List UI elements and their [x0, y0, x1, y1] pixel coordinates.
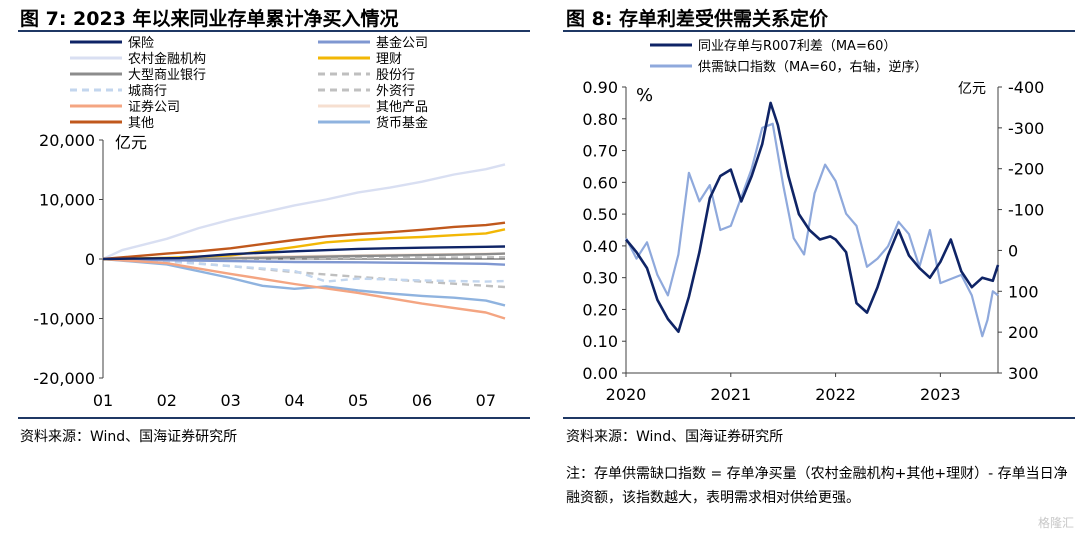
legend-label-other_products: 其他产品	[376, 100, 428, 115]
left-figure-title: 图 7: 2023 年以来同业存单累计净买入情况	[20, 8, 399, 30]
right-unit-label: 亿元	[958, 81, 986, 97]
y-tick-label: 10,000	[39, 191, 95, 210]
series-line-fund	[102, 257, 506, 266]
x-tick-label: 2021	[710, 385, 751, 404]
left-y-tick-label: 0.80	[582, 110, 618, 129]
legend-label-spread: 同业存单与R007利差（MA=60）	[698, 39, 896, 54]
right-y-tick-label: 0	[1008, 241, 1018, 260]
left-y-tick-label: 0.40	[582, 237, 618, 256]
right-chart-note: 注：存单供需缺口指数 = 存单净买量（农村金融机构+其他+理财）- 存单当日净融…	[566, 466, 1068, 506]
legend-label-money_fund: 货币基金	[376, 115, 428, 131]
right-y-tick-label: -400	[1008, 78, 1044, 97]
right-y-tick-label: 300	[1008, 364, 1039, 383]
series-line-gap	[625, 122, 999, 338]
legend-label-wealth: 理财	[376, 52, 402, 67]
x-tick-label: 03	[220, 391, 240, 410]
legend-label-fund: 基金公司	[376, 35, 428, 51]
left-y-tick-label: 0.10	[582, 332, 618, 351]
right-y-tick-label: 200	[1008, 323, 1039, 342]
right-y-tick-label: 100	[1008, 282, 1039, 301]
left-y-tick-label: 0.30	[582, 269, 618, 288]
x-tick-label: 05	[348, 391, 368, 410]
right-title-rule	[563, 30, 1075, 32]
legend-label-joint_stock: 股份行	[376, 68, 415, 83]
left-y-tick-label: 0.50	[582, 205, 618, 224]
left-title-rule	[18, 30, 530, 32]
right-source-rule	[563, 417, 1075, 419]
right-y-tick-label: -100	[1008, 201, 1044, 220]
left-source-rule	[18, 417, 530, 419]
series-line-money_fund	[102, 257, 506, 307]
x-tick-label: 01	[93, 391, 113, 410]
legend-label-insurance: 保险	[128, 36, 154, 51]
y-tick-label: 20,000	[39, 131, 95, 150]
legend-label-gap: 供需缺口指数（MA=60，右轴，逆序）	[698, 59, 928, 75]
right-y-tick-label: -300	[1008, 119, 1044, 138]
series-line-insurance	[102, 245, 506, 261]
series-line-securities	[102, 257, 506, 320]
y-tick-label: -10,000	[33, 310, 95, 329]
left-y-tick-label: 0.60	[582, 173, 618, 192]
x-tick-label: 2023	[920, 385, 961, 404]
watermark-text: 格隆汇	[1037, 516, 1074, 530]
y-tick-label: -20,000	[33, 369, 95, 388]
left-cumulative-net-purchase-chart: 20,000 10,000 0 -10,000 -20,000 亿元 01 02 03 04 05 0…	[33, 35, 506, 410]
legend-label-foreign: 外资行	[376, 84, 415, 99]
right-figure-title: 图 8: 存单利差受供需关系定价	[566, 8, 829, 30]
left-source-text: 资料来源：Wind、国海证券研究所	[20, 429, 238, 445]
left-y-tick-label: 0.90	[582, 78, 618, 97]
legend-label-large_bank: 大型商业银行	[128, 68, 206, 83]
legend-label-city_bank: 城商行	[128, 84, 167, 99]
left-y-tick-label: 0.70	[582, 142, 618, 161]
x-tick-label: 07	[476, 391, 496, 410]
series-line-spread	[624, 101, 1000, 333]
left-y-tick-label: 0.00	[582, 364, 618, 383]
x-tick-label: 2020	[606, 385, 647, 404]
legend-label-others: 其他	[128, 116, 154, 131]
x-tick-label: 06	[412, 391, 432, 410]
right-spread-vs-gap-chart: 0.90 0.80 0.70 0.60 0.50 0.40 0.30 0.20 0.10 0.00…	[582, 39, 1044, 404]
x-tick-label: 2022	[815, 385, 856, 404]
series-line-rural	[102, 163, 506, 261]
legend-label-rural: 农村金融机构	[128, 51, 206, 67]
x-tick-label: 02	[157, 391, 177, 410]
y-unit-label: 亿元	[115, 133, 147, 152]
x-tick-label: 04	[284, 391, 304, 410]
series-line-city_bank	[102, 257, 506, 283]
right-y-tick-label: -200	[1008, 160, 1044, 179]
left-unit-label: %	[636, 85, 653, 106]
legend-label-securities: 证券公司	[128, 99, 180, 115]
y-tick-label: 0	[85, 250, 95, 269]
right-source-text: 资料来源：Wind、国海证券研究所	[566, 429, 784, 445]
left-y-tick-label: 0.20	[582, 300, 618, 319]
series-line-others	[102, 221, 506, 261]
